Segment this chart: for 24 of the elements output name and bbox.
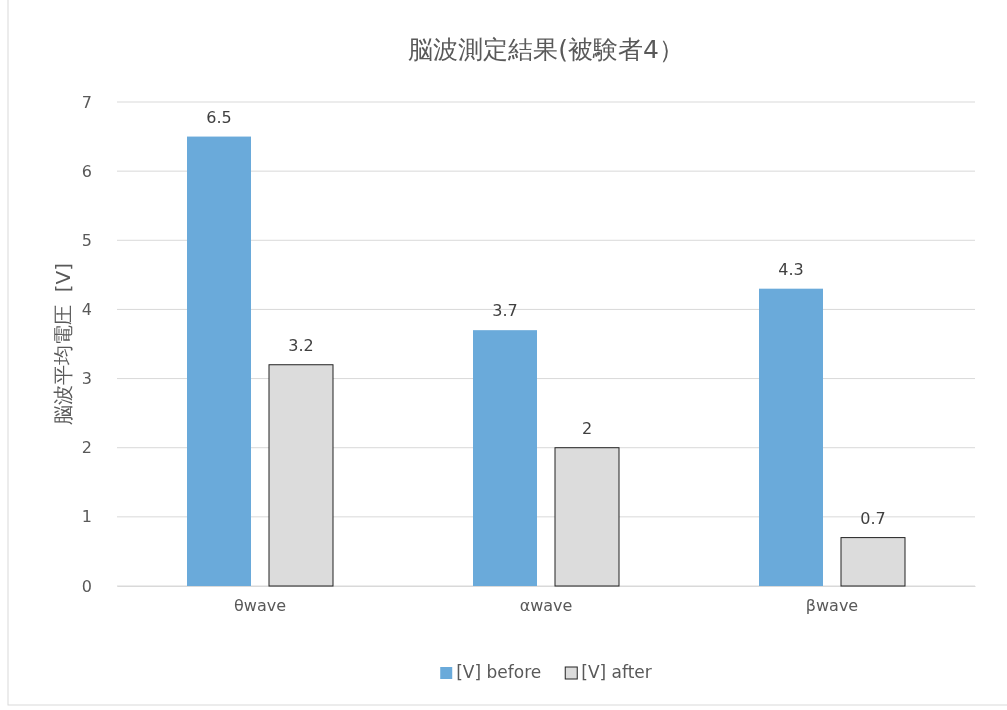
chart-title: 脳波測定結果(被験者4） [408,35,684,64]
y-tick-label: 2 [81,438,92,458]
legend-label: [V] after [581,662,652,682]
y-tick-label: 7 [81,92,92,112]
data-label: 2 [581,418,593,438]
y-tick-label: 0 [81,576,92,596]
y-tick-label: 4 [81,300,92,320]
data-label: 6.5 [206,107,232,127]
y-tick-label: 6 [81,161,92,181]
x-tick-label: βwave [805,596,859,615]
data-label: 3.2 [288,335,314,355]
data-label: 3.7 [492,301,518,321]
y-tick-label: 3 [81,369,92,389]
y-tick-label: 5 [81,230,92,250]
bar [759,288,823,586]
data-label: 4.3 [778,259,804,279]
y-tick-label: 1 [81,507,92,527]
bar [473,330,537,586]
legend-label: [V] before [456,662,542,682]
x-tick-label: αwave [519,596,573,615]
bar [187,136,251,586]
x-tick-label: θwave [234,596,286,615]
y-axis-title: 脳波平均電圧 [V] [51,262,75,426]
data-label: 0.7 [860,508,886,528]
